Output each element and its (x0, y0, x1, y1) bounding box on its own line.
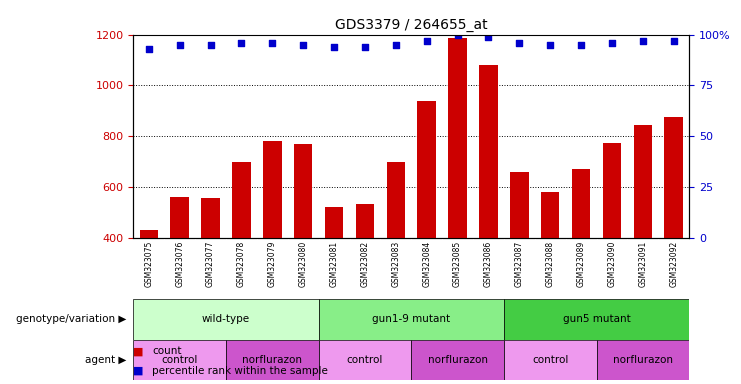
Bar (356, 204, 374, 339)
Text: ■: ■ (133, 346, 144, 356)
Text: norflurazon: norflurazon (428, 355, 488, 365)
Point (514, 40, 525, 46)
Text: GSM323075: GSM323075 (144, 241, 153, 287)
Point (267, 40, 279, 46)
Point (451, 31, 464, 38)
Bar (417, 101, 436, 339)
Bar (139, 230, 158, 339)
Text: norflurazon: norflurazon (242, 355, 302, 365)
Text: GSM323090: GSM323090 (608, 241, 617, 287)
Point (421, 38, 433, 44)
Text: count: count (152, 346, 182, 356)
Bar (226, 339, 319, 380)
Bar (319, 339, 411, 380)
Point (143, 46, 155, 52)
Bar (325, 207, 343, 339)
Text: GSM323076: GSM323076 (175, 241, 185, 287)
Text: GSM323081: GSM323081 (330, 241, 339, 287)
Text: GSM323087: GSM323087 (515, 241, 524, 287)
Bar (504, 299, 689, 339)
Text: GSM323088: GSM323088 (545, 241, 555, 287)
Bar (602, 142, 621, 339)
Bar (170, 197, 189, 339)
Bar (133, 339, 226, 380)
Bar (665, 117, 683, 339)
Text: GSM323078: GSM323078 (237, 241, 246, 287)
Text: control: control (162, 355, 198, 365)
Point (328, 44, 340, 50)
Point (544, 41, 556, 48)
Text: control: control (532, 355, 568, 365)
Text: GSM323082: GSM323082 (360, 241, 370, 287)
Text: norflurazon: norflurazon (613, 355, 673, 365)
Bar (510, 172, 528, 339)
Bar (202, 199, 220, 339)
Bar (634, 125, 652, 339)
Text: genotype/variation ▶: genotype/variation ▶ (16, 314, 126, 324)
Point (359, 44, 370, 50)
Text: agent ▶: agent ▶ (84, 355, 126, 365)
Title: GDS3379 / 264655_at: GDS3379 / 264655_at (335, 18, 488, 32)
Bar (232, 162, 250, 339)
Bar (411, 339, 504, 380)
Point (637, 38, 649, 44)
Bar (263, 141, 282, 339)
Text: ■: ■ (133, 366, 144, 376)
Text: GSM323080: GSM323080 (299, 241, 308, 287)
Text: GSM323085: GSM323085 (453, 241, 462, 287)
Text: GSM323086: GSM323086 (484, 241, 493, 287)
Text: gun5 mutant: gun5 mutant (562, 314, 631, 324)
Point (173, 41, 185, 48)
Bar (387, 162, 405, 339)
Text: percentile rank within the sample: percentile rank within the sample (152, 366, 328, 376)
Text: GSM323084: GSM323084 (422, 241, 431, 287)
Text: GSM323089: GSM323089 (576, 241, 585, 287)
Text: gun1-9 mutant: gun1-9 mutant (372, 314, 451, 324)
Point (482, 33, 494, 40)
Bar (448, 38, 467, 339)
Text: GSM323091: GSM323091 (638, 241, 648, 287)
Text: control: control (347, 355, 383, 365)
Point (668, 38, 679, 44)
Bar (572, 169, 591, 339)
Point (390, 41, 402, 48)
Bar (479, 65, 498, 339)
Point (297, 41, 309, 48)
Point (606, 40, 618, 46)
Bar (504, 339, 597, 380)
Bar (319, 299, 504, 339)
Text: GSM323077: GSM323077 (206, 241, 215, 287)
Bar (294, 144, 313, 339)
Text: GSM323079: GSM323079 (268, 241, 277, 287)
Bar (133, 299, 319, 339)
Text: wild-type: wild-type (202, 314, 250, 324)
Bar (541, 192, 559, 339)
Point (236, 40, 247, 46)
Text: GSM323092: GSM323092 (669, 241, 678, 287)
Text: GSM323083: GSM323083 (391, 241, 400, 287)
Point (205, 41, 216, 48)
Bar (597, 339, 689, 380)
Point (575, 41, 587, 48)
